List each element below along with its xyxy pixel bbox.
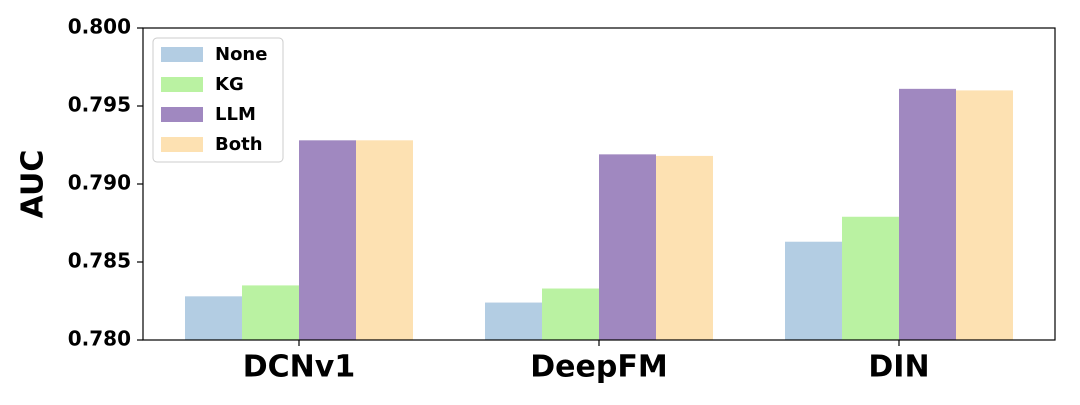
bar (842, 216, 899, 340)
bar (956, 90, 1013, 341)
legend-label: KG (215, 74, 244, 95)
bar (185, 296, 242, 340)
bar (542, 288, 599, 340)
bar (356, 140, 413, 340)
bar (485, 302, 542, 340)
legend-swatch (161, 137, 203, 152)
bar (599, 154, 656, 340)
legend-label: LLM (215, 104, 256, 125)
legend-swatch (161, 77, 203, 92)
y-tick-label: 0.785 (68, 249, 131, 273)
y-tick-label: 0.795 (68, 93, 131, 117)
plot-frame (142, 27, 1056, 341)
legend-label: Both (215, 134, 263, 155)
legend-label: None (215, 44, 267, 65)
x-tick-label: DIN (868, 350, 929, 385)
bar (242, 285, 299, 340)
x-tick-label: DeepFM (530, 350, 667, 385)
legend-swatch (161, 47, 203, 62)
legend-box (152, 37, 284, 163)
bar (656, 155, 713, 340)
y-tick-label: 0.780 (68, 327, 131, 351)
legend-swatch (161, 107, 203, 122)
bar (785, 241, 842, 340)
bar (899, 88, 956, 340)
y-tick-label: 0.790 (68, 171, 131, 195)
y-tick-label: 0.800 (68, 15, 131, 39)
y-axis-label: AUC (16, 150, 51, 219)
x-tick-label: DCNv1 (243, 350, 355, 385)
bar (299, 140, 356, 340)
